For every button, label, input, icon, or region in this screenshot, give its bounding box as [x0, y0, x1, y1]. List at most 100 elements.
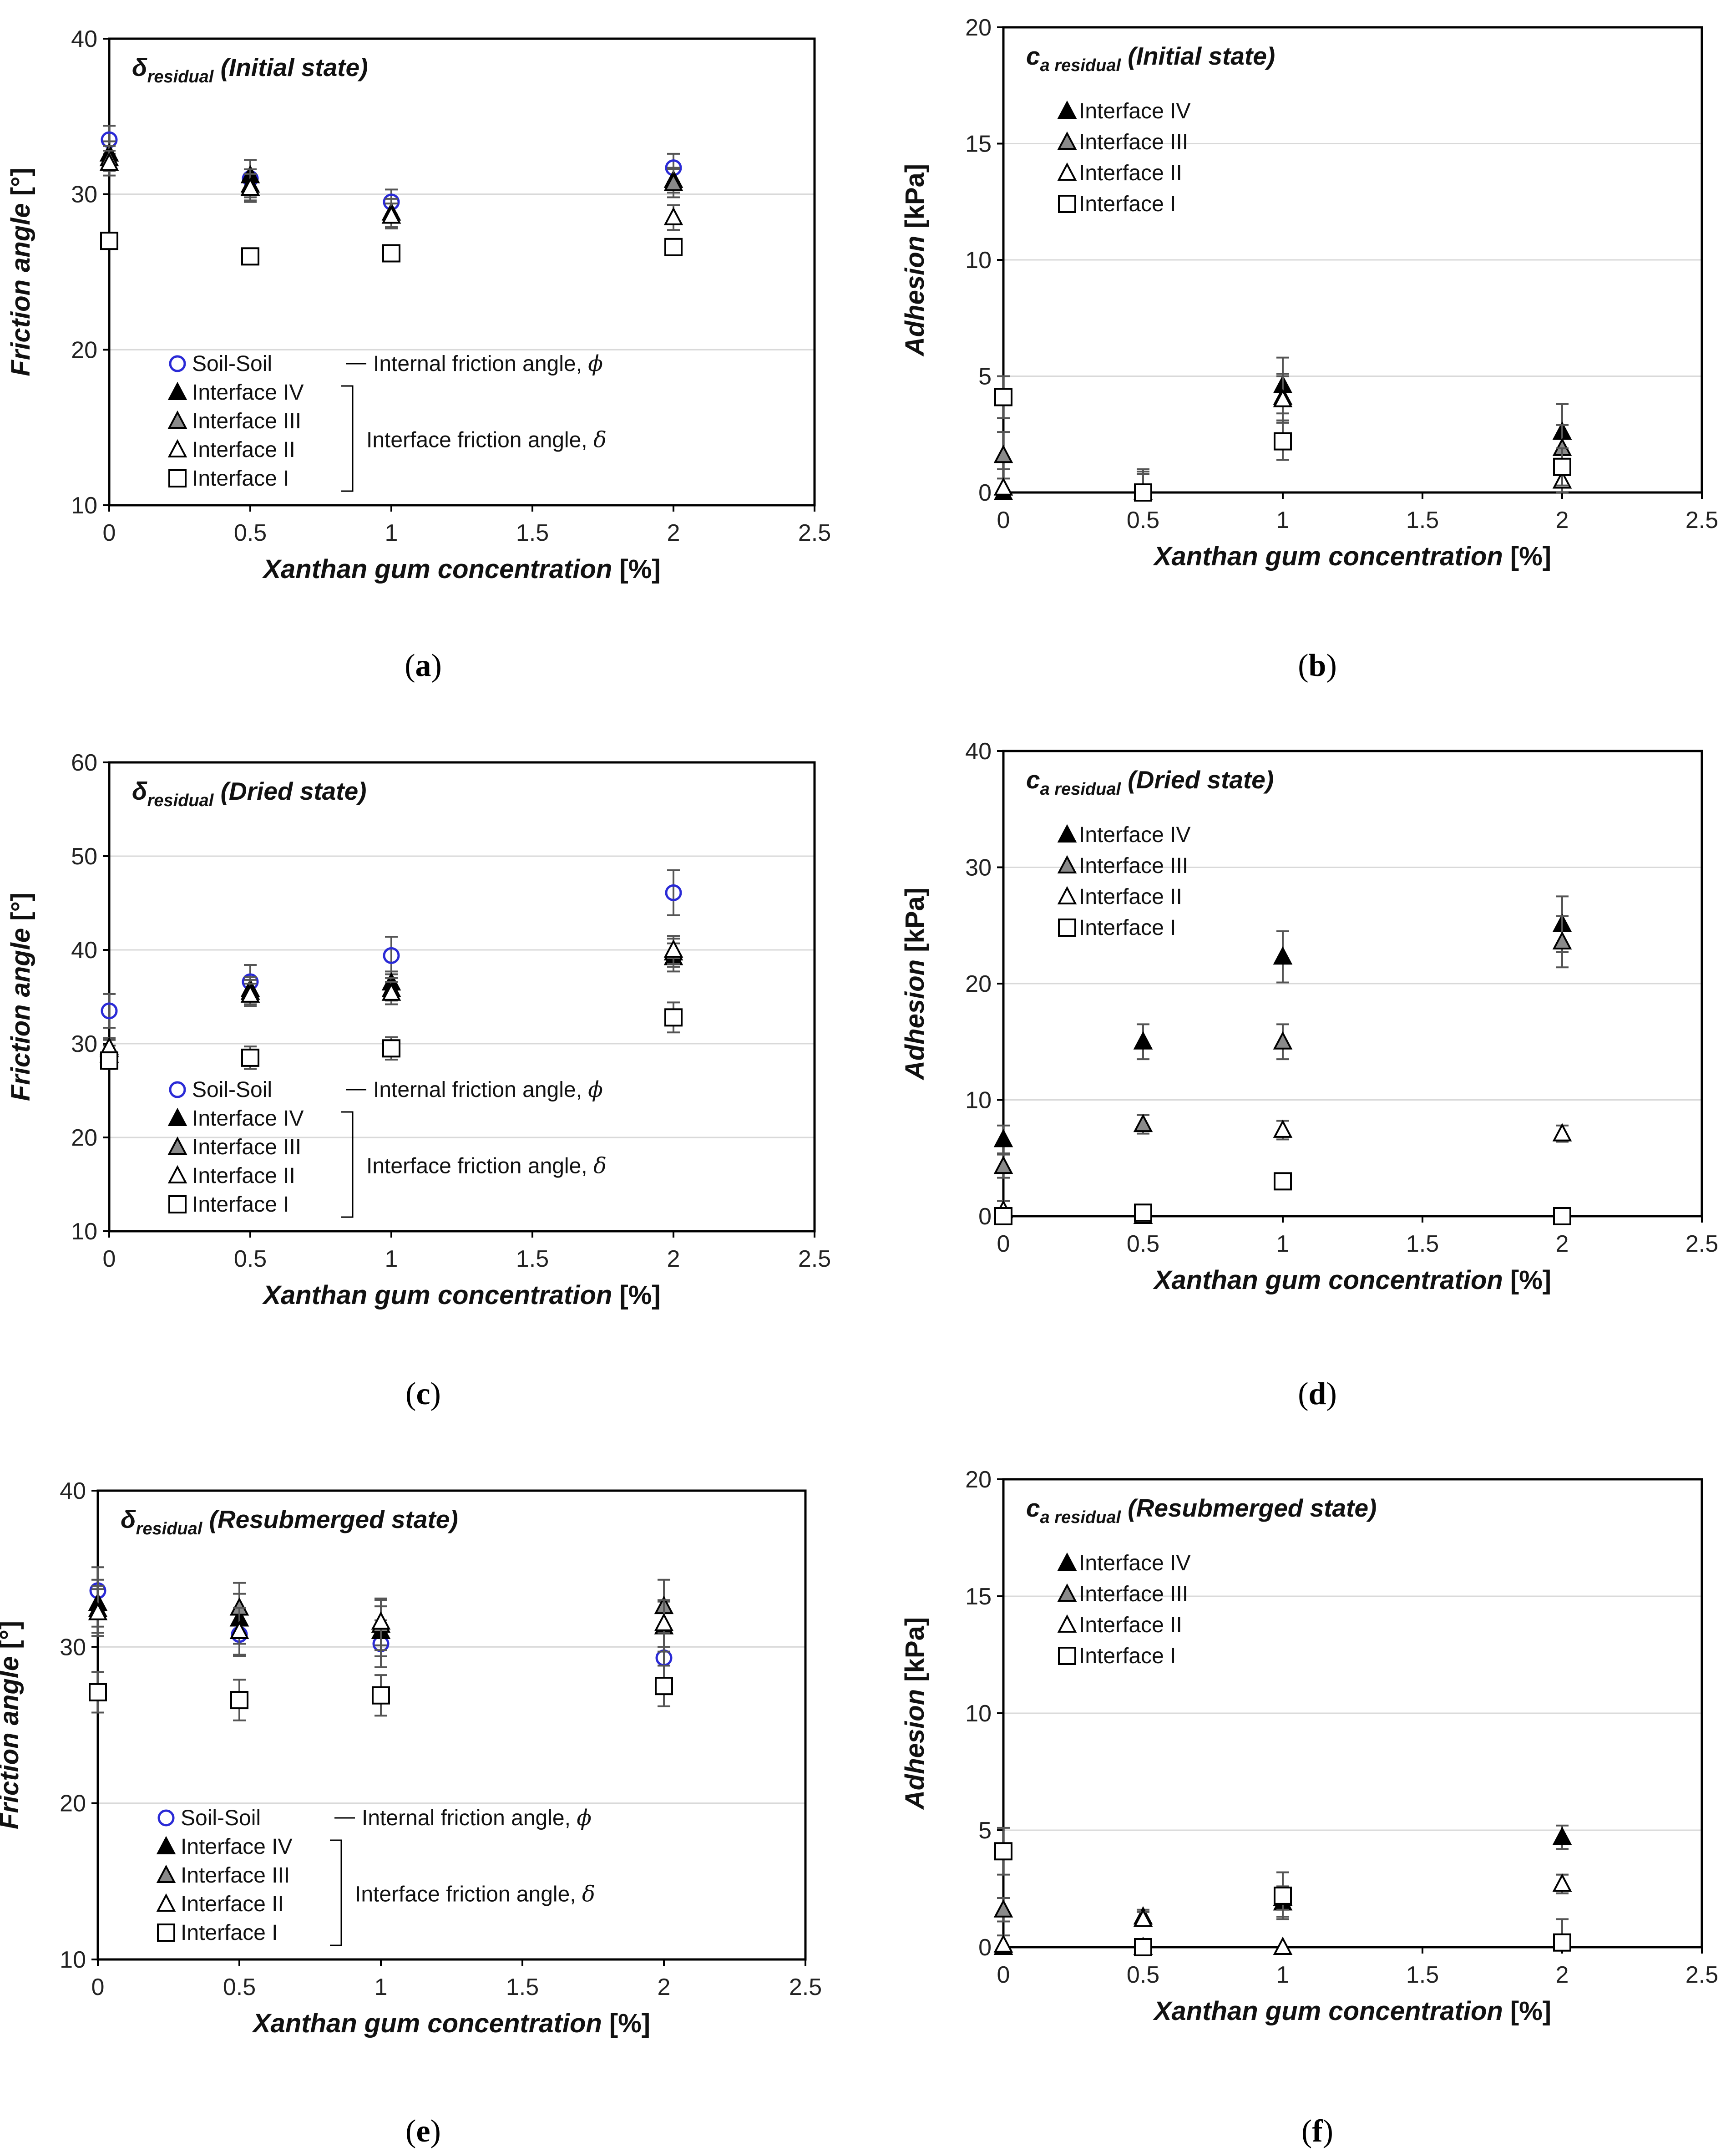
data-point-interface-ii [99, 152, 119, 171]
chart-title: δresidual (Dried state) [132, 777, 367, 810]
data-point-interface-i [382, 1039, 400, 1058]
data-point-interface-i [230, 1691, 248, 1710]
data-point-interface-ii [663, 207, 683, 225]
y-tick-label: 40 [60, 1478, 86, 1504]
x-axis-label-text: Xanthan gum concentration [1153, 1265, 1510, 1295]
legend-marker-interface-iii [156, 1864, 176, 1883]
legend-marker-interface-iv [1057, 100, 1077, 119]
legend-label: Interface I [1079, 1644, 1176, 1668]
series-interface-ii [99, 150, 683, 231]
chart-title-symbol: c [1026, 1494, 1040, 1522]
data-point-interface-ii [371, 1611, 391, 1630]
caption-letter: b [1309, 648, 1326, 683]
y-tick-label: 10 [71, 492, 97, 519]
y-tick-label: 10 [965, 247, 992, 274]
data-point-interface-iv [1273, 946, 1293, 965]
panel-caption-c: (c) [405, 1376, 441, 1411]
legend-bracket [341, 1111, 354, 1218]
data-point-interface-iii [993, 1899, 1013, 1918]
x-tick-label: 0.5 [234, 520, 267, 546]
data-point-soil-soil [665, 884, 682, 901]
chart-title: ca residual (Initial state) [1026, 42, 1275, 75]
y-axis-label-text: Adhesion [900, 1682, 930, 1810]
chart-title-subscript: a residual [1040, 56, 1122, 75]
chart-title-subscript: a residual [1040, 780, 1122, 799]
legend-label: Interface III [1079, 1582, 1188, 1606]
y-tick-label: 5 [978, 1817, 992, 1844]
legend-label: Interface II [1079, 1613, 1182, 1637]
legend-marker-interface-iv [1057, 1552, 1077, 1571]
legend-label: Interface III [192, 409, 301, 433]
chart-title-state: (Initial state) [213, 53, 368, 81]
plot-frame [96, 1489, 807, 1961]
y-tick-label: 20 [71, 337, 97, 363]
data-point-interface-i [1134, 1938, 1152, 1956]
chart-panel-f: 0 0.5 1 1.5 2 2.5 0 5 10 15 20 Xanthan gum concentr… [900, 1467, 1718, 2026]
legend-label: Interface IV [192, 1106, 304, 1131]
series-interface-iii [993, 915, 1572, 1179]
y-tick-label: 20 [71, 1125, 97, 1151]
x-tick-label: 0 [103, 520, 116, 546]
data-point-interface-ii [993, 477, 1013, 496]
legend-label: Interface IV [1079, 823, 1190, 847]
x-tick-label: 2 [658, 1974, 671, 2000]
x-tick-label: 1.5 [506, 1974, 539, 2000]
internal-friction-text: Internal friction angle, [373, 1078, 588, 1102]
legend-marker-interface-iii [1057, 1583, 1077, 1602]
x-tick-label: 2.5 [1685, 507, 1718, 533]
legend-marker-interface-ii [1057, 1614, 1077, 1633]
legend-marker-interface-i [168, 469, 187, 487]
panel-caption-f: (f) [1301, 2114, 1333, 2149]
data-point-interface-ii [1273, 1936, 1293, 1955]
chart-title-symbol: δ [121, 1505, 136, 1533]
legend-label: Soil-Soil [192, 1078, 272, 1102]
x-tick-label: 2.5 [789, 1974, 822, 2000]
chart-title-subscript: residual [147, 791, 214, 810]
panel-caption-e: (e) [405, 2114, 441, 2149]
data-point-interface-i [382, 244, 400, 263]
data-point-interface-ii [381, 205, 401, 224]
legend-label: Interface I [192, 1193, 289, 1217]
data-point-interface-iv [1552, 1827, 1572, 1845]
series-interface-ii [88, 1588, 674, 1656]
caption-letter: c [416, 1376, 430, 1411]
y-tick-label: 60 [71, 750, 97, 776]
x-tick-label: 1 [1276, 1962, 1290, 1988]
legend-label: Interface II [192, 438, 295, 462]
y-axis-label-text: Friction angle [0, 1649, 24, 1829]
series-interface-i [100, 1001, 683, 1070]
x-tick-label: 1.5 [1406, 1231, 1439, 1257]
y-tick-label: 30 [60, 1634, 86, 1660]
x-axis-unit: [%] [1510, 1265, 1551, 1295]
caption-paren-close: ) [430, 1376, 441, 1411]
legend-marker-interface-iv [167, 1107, 187, 1126]
chart-title-state: (Resubmerged state) [1121, 1494, 1377, 1522]
data-point-interface-ii [381, 982, 401, 1001]
legend-marker-interface-iv [1057, 824, 1077, 843]
interface-friction-symbol: δ [593, 427, 607, 453]
series-interface-i [89, 1665, 673, 1721]
data-point-interface-i [1134, 1203, 1152, 1222]
y-axis-unit: [°] [0, 1621, 24, 1649]
data-point-interface-ii [993, 1934, 1013, 1953]
y-axis-title: Adhesion [kPa] [900, 1617, 930, 1810]
x-tick-label: 1.5 [1406, 1962, 1439, 1988]
legend-marker-interface-i [1058, 1647, 1076, 1665]
legend-marker-interface-iii [1057, 855, 1077, 873]
y-tick-label: 20 [965, 971, 992, 997]
data-point-interface-i [994, 388, 1012, 406]
y-tick-label: 40 [71, 937, 97, 964]
x-tick-label: 2.5 [1685, 1962, 1718, 1988]
x-tick-label: 2 [1556, 1231, 1569, 1257]
y-axis-title: Friction angle [°] [0, 1621, 24, 1829]
series-interface-ii [993, 1873, 1572, 1955]
series-interface-i [100, 232, 683, 266]
legend-label: Interface I [181, 1921, 278, 1945]
internal-friction-text: Internal friction angle, [362, 1806, 577, 1830]
y-tick-label: 15 [965, 131, 992, 157]
legend-label: Interface II [1079, 161, 1182, 185]
chart-title: ca residual (Dried state) [1026, 766, 1274, 799]
legend-marker-interface-i [1058, 919, 1076, 937]
legend: Soil-Soil Interface IV Interface III Interf… [167, 1077, 607, 1218]
y-tick-label: 30 [965, 855, 992, 881]
